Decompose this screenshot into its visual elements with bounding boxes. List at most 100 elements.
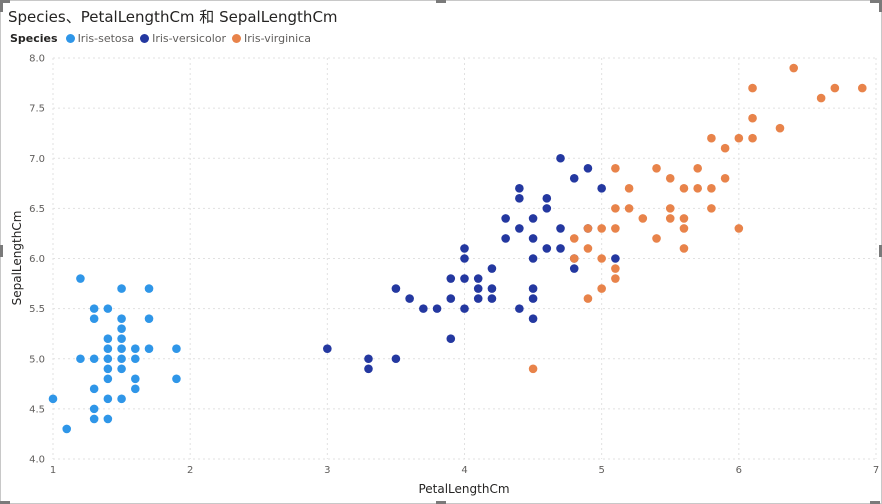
point-versicolor[interactable] — [556, 224, 565, 233]
point-setosa[interactable] — [131, 374, 140, 384]
point-setosa[interactable] — [131, 354, 140, 364]
point-setosa[interactable] — [117, 284, 126, 293]
point-setosa[interactable] — [172, 374, 181, 384]
point-virginica[interactable] — [652, 234, 661, 243]
point-setosa[interactable] — [62, 424, 72, 434]
point-versicolor[interactable] — [501, 214, 510, 223]
point-virginica[interactable] — [611, 274, 620, 283]
point-setosa[interactable] — [144, 284, 154, 293]
point-setosa[interactable] — [89, 404, 99, 414]
point-versicolor[interactable] — [460, 244, 469, 253]
point-setosa[interactable] — [48, 394, 58, 404]
legend-item-setosa[interactable]: Iris-setosa — [65, 32, 134, 45]
point-virginica[interactable] — [638, 214, 648, 223]
point-versicolor[interactable] — [515, 304, 524, 313]
legend-item-virginica[interactable]: Iris-virginica — [232, 32, 311, 45]
point-virginica[interactable] — [679, 244, 689, 253]
point-setosa[interactable] — [76, 354, 85, 364]
point-setosa[interactable] — [89, 414, 99, 424]
point-versicolor[interactable] — [487, 284, 497, 293]
legend-item-versicolor[interactable]: Iris-versicolor — [140, 32, 226, 45]
point-setosa[interactable] — [144, 344, 154, 354]
point-versicolor[interactable] — [542, 244, 552, 253]
point-virginica[interactable] — [597, 284, 606, 293]
point-setosa[interactable] — [131, 344, 140, 354]
point-virginica[interactable] — [679, 184, 689, 193]
point-virginica[interactable] — [665, 214, 675, 223]
point-virginica[interactable] — [583, 294, 593, 303]
point-versicolor[interactable] — [515, 194, 524, 203]
point-virginica[interactable] — [665, 204, 675, 213]
point-setosa[interactable] — [103, 334, 113, 344]
point-versicolor[interactable] — [323, 344, 332, 354]
point-versicolor[interactable] — [515, 224, 524, 233]
point-setosa[interactable] — [144, 314, 154, 323]
point-setosa[interactable] — [117, 394, 126, 404]
point-virginica[interactable] — [748, 113, 757, 123]
point-versicolor[interactable] — [473, 294, 483, 303]
resize-handle-top[interactable] — [436, 0, 446, 3]
point-versicolor[interactable] — [569, 264, 579, 273]
point-versicolor[interactable] — [542, 194, 552, 203]
point-setosa[interactable] — [103, 354, 113, 364]
point-virginica[interactable] — [693, 163, 702, 173]
point-setosa[interactable] — [117, 324, 126, 333]
point-versicolor[interactable] — [446, 274, 456, 283]
point-virginica[interactable] — [583, 224, 593, 233]
point-setosa[interactable] — [117, 334, 126, 344]
point-versicolor[interactable] — [611, 254, 620, 263]
point-virginica[interactable] — [816, 93, 826, 103]
point-versicolor[interactable] — [569, 174, 579, 183]
point-virginica[interactable] — [665, 174, 675, 183]
resize-handle-bottom-left[interactable] — [0, 501, 10, 504]
point-setosa[interactable] — [117, 364, 126, 374]
point-virginica[interactable] — [720, 143, 730, 153]
resize-handle-top-left-v[interactable] — [0, 0, 3, 12]
point-virginica[interactable] — [611, 163, 620, 173]
resize-handle-bottom[interactable] — [436, 501, 446, 504]
point-versicolor[interactable] — [432, 304, 442, 313]
point-virginica[interactable] — [679, 214, 689, 223]
resize-handle-top-right-v[interactable] — [879, 0, 882, 12]
point-virginica[interactable] — [569, 234, 579, 243]
point-virginica[interactable] — [707, 133, 716, 143]
point-virginica[interactable] — [652, 163, 661, 173]
point-setosa[interactable] — [89, 384, 99, 394]
resize-handle-top-left[interactable] — [0, 0, 10, 3]
point-virginica[interactable] — [611, 264, 620, 273]
point-versicolor[interactable] — [446, 334, 456, 344]
point-virginica[interactable] — [720, 174, 730, 183]
point-versicolor[interactable] — [597, 184, 606, 193]
point-setosa[interactable] — [103, 394, 113, 404]
point-versicolor[interactable] — [487, 264, 497, 273]
point-versicolor[interactable] — [556, 153, 565, 163]
point-versicolor[interactable] — [583, 163, 593, 173]
point-setosa[interactable] — [89, 304, 99, 313]
point-versicolor[interactable] — [419, 304, 428, 313]
point-versicolor[interactable] — [528, 234, 538, 243]
point-versicolor[interactable] — [364, 364, 373, 374]
point-setosa[interactable] — [117, 344, 126, 354]
point-virginica[interactable] — [775, 123, 785, 133]
point-setosa[interactable] — [89, 354, 99, 364]
point-virginica[interactable] — [583, 244, 593, 253]
point-virginica[interactable] — [748, 83, 757, 93]
point-versicolor[interactable] — [515, 184, 524, 193]
point-versicolor[interactable] — [556, 244, 565, 253]
point-setosa[interactable] — [103, 344, 113, 354]
point-virginica[interactable] — [528, 364, 538, 374]
point-setosa[interactable] — [131, 384, 140, 394]
point-versicolor[interactable] — [460, 274, 469, 283]
resize-handle-top-right[interactable] — [870, 0, 880, 3]
point-versicolor[interactable] — [405, 294, 414, 303]
point-versicolor[interactable] — [391, 284, 401, 293]
point-versicolor[interactable] — [528, 294, 538, 303]
point-versicolor[interactable] — [473, 284, 483, 293]
resize-handle-left[interactable] — [0, 245, 3, 257]
point-virginica[interactable] — [789, 63, 798, 73]
point-versicolor[interactable] — [542, 204, 552, 213]
point-virginica[interactable] — [857, 83, 867, 93]
point-versicolor[interactable] — [460, 254, 469, 263]
point-virginica[interactable] — [830, 83, 840, 93]
point-setosa[interactable] — [103, 304, 113, 313]
